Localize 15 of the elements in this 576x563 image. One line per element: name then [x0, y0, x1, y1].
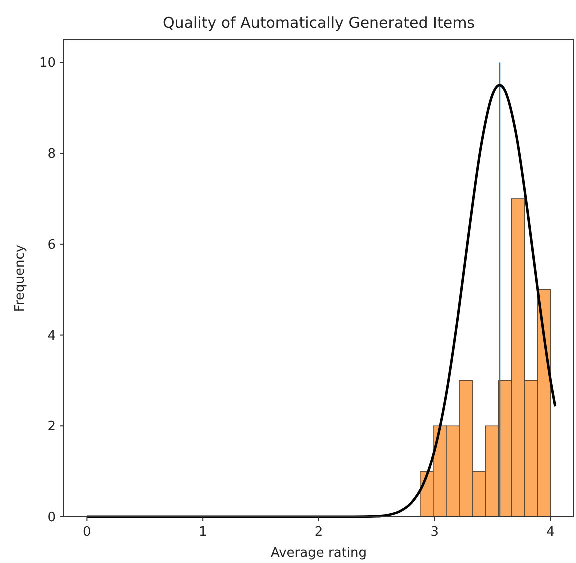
y-tick-label: 2	[48, 420, 56, 435]
x-tick-label: 1	[198, 525, 208, 540]
y-tick-label: 4	[48, 328, 56, 344]
chart-title: Quality of Automatically Generated Items	[163, 14, 476, 32]
line-series	[86, 84, 557, 518]
y-tick-label: 0	[48, 510, 56, 526]
x-axis-title: Average rating	[270, 546, 368, 561]
y-axis-title: Frequency	[13, 244, 28, 312]
y-tick-label: 10	[39, 56, 56, 72]
x-tick-label: 0	[83, 525, 92, 540]
x-tick-label: 2	[314, 525, 324, 540]
y-tick-label: 6	[48, 238, 56, 253]
x-tick-label: 4	[546, 525, 555, 540]
y-tick-label: 8	[48, 147, 56, 162]
x-tick-label: 3	[430, 525, 440, 540]
